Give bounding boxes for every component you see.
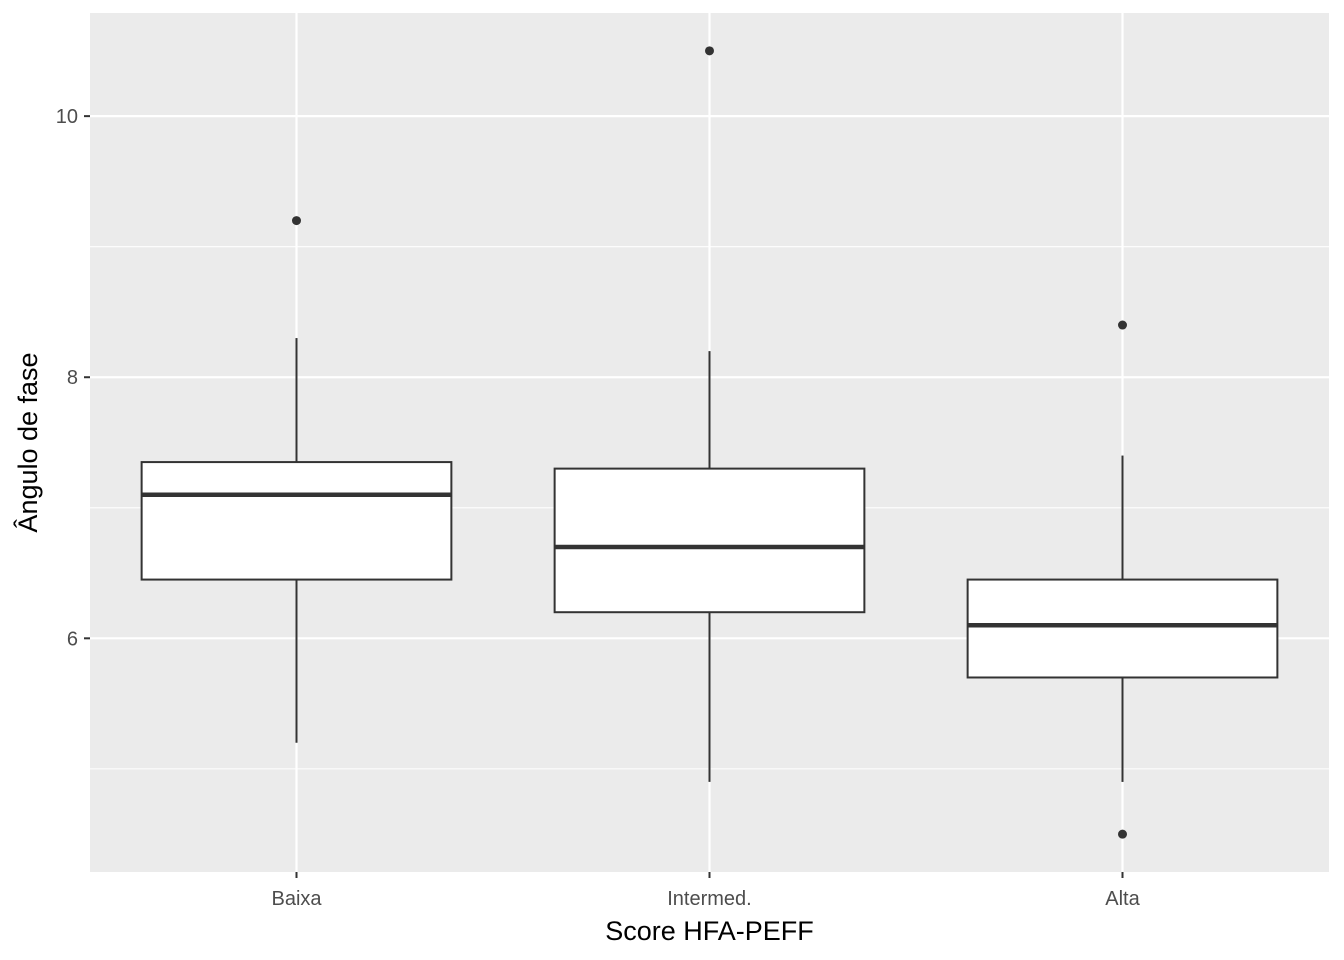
x-tick-label: Baixa [271,888,322,910]
x-axis-title: Score HFA-PEFF [605,916,814,946]
x-tick-label: Intermed. [667,888,751,910]
box-group [553,46,866,782]
outlier-point [705,46,714,56]
box-series [140,46,1279,839]
outlier-point [1118,320,1127,330]
box-iqr [553,467,866,614]
box-group [140,216,453,743]
outlier-point [1118,829,1127,839]
box-iqr [966,578,1279,679]
axes: 6 8 10 Baixa Intermed. Alta [56,106,1141,910]
y-axis-title: Ângulo de fase [12,352,43,532]
box-iqr [140,461,453,581]
outlier-point [292,216,301,226]
box-group [966,320,1279,839]
y-tick-label: 8 [67,367,78,389]
x-tick-label: Alta [1105,888,1140,910]
y-tick-label: 6 [67,628,78,650]
y-tick-label: 10 [56,106,78,128]
